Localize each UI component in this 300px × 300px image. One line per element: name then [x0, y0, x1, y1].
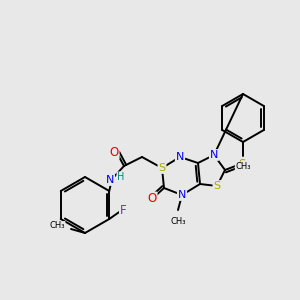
Text: N: N [106, 175, 114, 185]
Text: S: S [213, 181, 220, 191]
Text: N: N [176, 152, 184, 162]
Text: CH₃: CH₃ [235, 162, 251, 171]
Text: H: H [117, 172, 124, 182]
Text: CH₃: CH₃ [170, 217, 186, 226]
Text: N: N [210, 150, 218, 160]
Text: F: F [120, 205, 127, 218]
Text: S: S [158, 163, 166, 173]
Text: O: O [110, 146, 118, 158]
Text: O: O [147, 193, 157, 206]
Text: S: S [238, 158, 246, 172]
Text: N: N [178, 190, 186, 200]
Text: CH₃: CH₃ [50, 221, 65, 230]
